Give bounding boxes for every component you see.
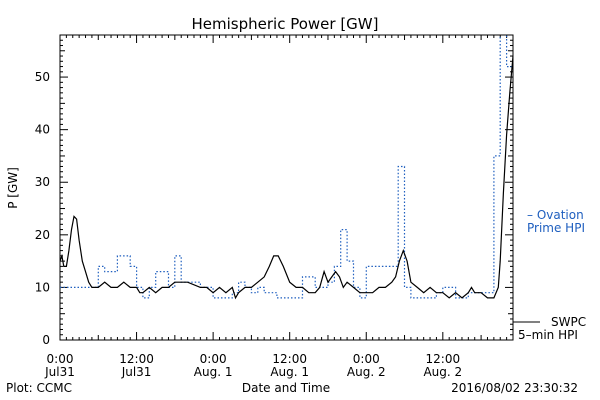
series-layer	[60, 35, 513, 300]
legend-swpc-line2: 5–min HPI	[518, 328, 578, 342]
legend-ovation-line1: – Ovation	[527, 208, 584, 222]
x-tick-time-label: 0:00	[47, 352, 74, 366]
x-tick-date-label: Aug. 2	[347, 365, 386, 379]
y-axis-label: P [GW]	[6, 167, 20, 209]
y-tick-label: 40	[35, 123, 50, 137]
legend-ovation-line2: Prime HPI	[527, 221, 585, 235]
y-axis: 0 10 20 30 40 50	[35, 34, 513, 347]
y-tick-label: 30	[35, 175, 50, 189]
x-tick-time-label: 0:00	[353, 352, 380, 366]
y-tick-label: 50	[35, 70, 50, 84]
legend-swpc-line1: SWPC	[551, 315, 586, 329]
series-line-swpc	[60, 55, 513, 300]
x-tick-date-label: Aug. 2	[423, 365, 462, 379]
x-tick-time-label: 12:00	[426, 352, 461, 366]
plot-credit: Plot: CCMC	[6, 381, 72, 395]
x-tick-date-label: Aug. 1	[270, 365, 309, 379]
series-line-ovation-prime	[60, 35, 513, 299]
x-tick-time-label: 0:00	[200, 352, 227, 366]
x-tick-time-label: 12:00	[272, 352, 307, 366]
x-tick-date-label: Aug. 1	[194, 365, 233, 379]
x-tick-date-label: Jul31	[121, 365, 152, 379]
plot-timestamp: 2016/08/02 23:30:32	[451, 381, 578, 395]
x-tick-date-label: Jul31	[44, 365, 75, 379]
x-tick-time-label: 12:00	[119, 352, 154, 366]
y-tick-label: 10	[35, 280, 50, 294]
y-tick-label: 0	[42, 333, 50, 347]
x-axis-label: Date and Time	[242, 381, 330, 395]
y-tick-label: 20	[35, 228, 50, 242]
chart-title: Hemispheric Power [GW]	[192, 15, 379, 33]
